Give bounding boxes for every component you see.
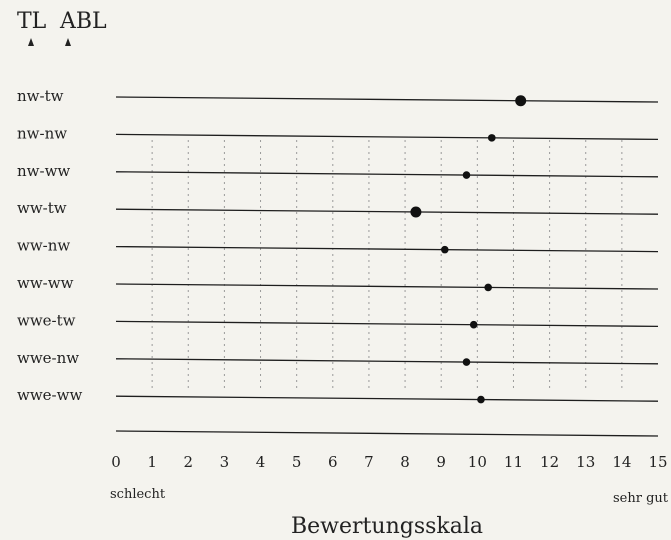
scale-high-label: sehr gut	[613, 491, 669, 506]
rating-point-wwe-ww	[477, 395, 485, 404]
x-tick-label-13: 13	[576, 453, 595, 471]
row-line-wwe-tw	[115, 320, 659, 328]
row-label-wwe-ww: wwe-ww	[17, 386, 82, 404]
row-label-ww-nw: ww-nw	[17, 237, 70, 255]
row-label-ww-ww: ww-ww	[17, 274, 74, 292]
x-tick-label-8: 8	[400, 453, 410, 471]
rating-point-nw-ww	[462, 171, 471, 179]
row-line-nw-tw	[115, 96, 659, 103]
rating-point-nw-tw	[515, 95, 527, 107]
x-tick-label-7: 7	[364, 453, 374, 471]
x-tick-label-3: 3	[220, 453, 230, 471]
legend-tl-arrow-icon	[28, 38, 34, 46]
rating-point-ww-ww	[484, 283, 492, 292]
x-tick-label-5: 5	[292, 453, 302, 471]
row-label-nw-nw: nw-nw	[17, 124, 67, 142]
x-tick-label-15: 15	[648, 453, 667, 471]
row-label-nw-ww: nw-ww	[17, 162, 70, 180]
rating-rows: nw-tw nw-nw nw-ww ww-tw ww-nw ww-ww wwe-tw wwe-…	[17, 87, 659, 404]
row-label-wwe-nw: wwe-nw	[17, 349, 79, 367]
x-tick-label-14: 14	[612, 453, 631, 471]
legend-tl-label: TL	[17, 9, 47, 34]
x-tick-label-11: 11	[504, 453, 523, 471]
x-axis-ticks: 0 1 2 3 4 5 6 7 8 9 10 11 12 13 14 15	[111, 453, 667, 471]
x-tick-label-4: 4	[256, 453, 266, 471]
row-line-nw-nw	[115, 133, 659, 141]
row-line-ww-ww	[115, 283, 659, 290]
x-tick-label-2: 2	[183, 453, 193, 471]
x-tick-label-10: 10	[468, 453, 487, 471]
row-label-ww-tw: ww-tw	[17, 199, 67, 217]
x-tick-label-1: 1	[147, 453, 157, 471]
x-axis-title: Bewertungsskala	[291, 514, 483, 539]
row-line-nw-ww	[115, 171, 659, 178]
row-label-wwe-tw: wwe-tw	[17, 311, 76, 329]
row-line-wwe-nw	[115, 358, 659, 365]
scale-baseline	[115, 430, 659, 437]
x-tick-label-9: 9	[436, 453, 446, 471]
rating-point-nw-nw	[487, 134, 496, 142]
x-tick-label-6: 6	[328, 453, 338, 471]
scale-marks	[151, 140, 623, 392]
x-tick-label-0: 0	[111, 453, 121, 471]
rating-point-ww-nw	[441, 245, 449, 254]
legend-abl-arrow-icon	[65, 38, 71, 46]
rating-point-wwe-nw	[462, 358, 471, 366]
rating-point-wwe-tw	[469, 320, 478, 329]
scale-low-label: schlecht	[110, 487, 166, 502]
row-label-nw-tw: nw-tw	[17, 87, 64, 105]
x-tick-label-12: 12	[540, 453, 559, 471]
row-line-ww-nw	[115, 245, 659, 253]
row-line-ww-tw	[115, 208, 659, 215]
row-line-wwe-ww	[115, 395, 659, 402]
legend-abl-label: ABL	[59, 9, 107, 34]
rating-point-ww-tw	[410, 206, 422, 218]
